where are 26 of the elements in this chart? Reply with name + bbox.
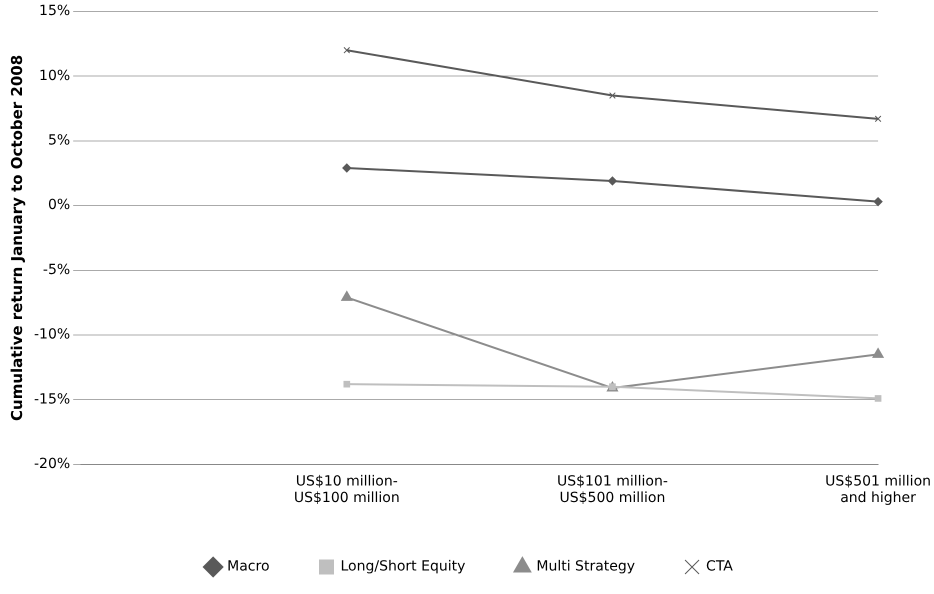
- point: [872, 348, 884, 358]
- point: [342, 164, 352, 173]
- point: [874, 116, 882, 122]
- y-tick-label: 10%: [39, 68, 70, 84]
- point: [343, 380, 350, 388]
- x-tick-label: US$10 million- US$100 million: [294, 473, 400, 506]
- point: [874, 395, 882, 402]
- y-tick-label: -20%: [34, 456, 70, 472]
- legend-label: Long/Short Equity: [340, 558, 466, 575]
- y-tick-label: -10%: [34, 326, 70, 343]
- point: [609, 92, 616, 99]
- y-tick-label: 0%: [48, 197, 70, 214]
- point: [341, 290, 352, 301]
- point: [343, 46, 350, 54]
- point: [874, 197, 883, 206]
- x-tick-label: US$501 million and higher: [825, 473, 932, 506]
- legend-label: CTA: [706, 558, 734, 575]
- y-tick-label: -5%: [42, 262, 70, 278]
- legend-label: Multi Strategy: [536, 558, 636, 575]
- point: [608, 176, 617, 186]
- legend-label: Macro: [227, 558, 270, 575]
- x-tick-label: US$101 million- US$500 million: [556, 473, 668, 506]
- y-axis-title: Cumulative return January to October 2008: [8, 54, 26, 421]
- y-tick-label: 15%: [39, 3, 70, 20]
- y-tick-label: -15%: [34, 391, 70, 408]
- y-tick-label: 5%: [48, 132, 70, 148]
